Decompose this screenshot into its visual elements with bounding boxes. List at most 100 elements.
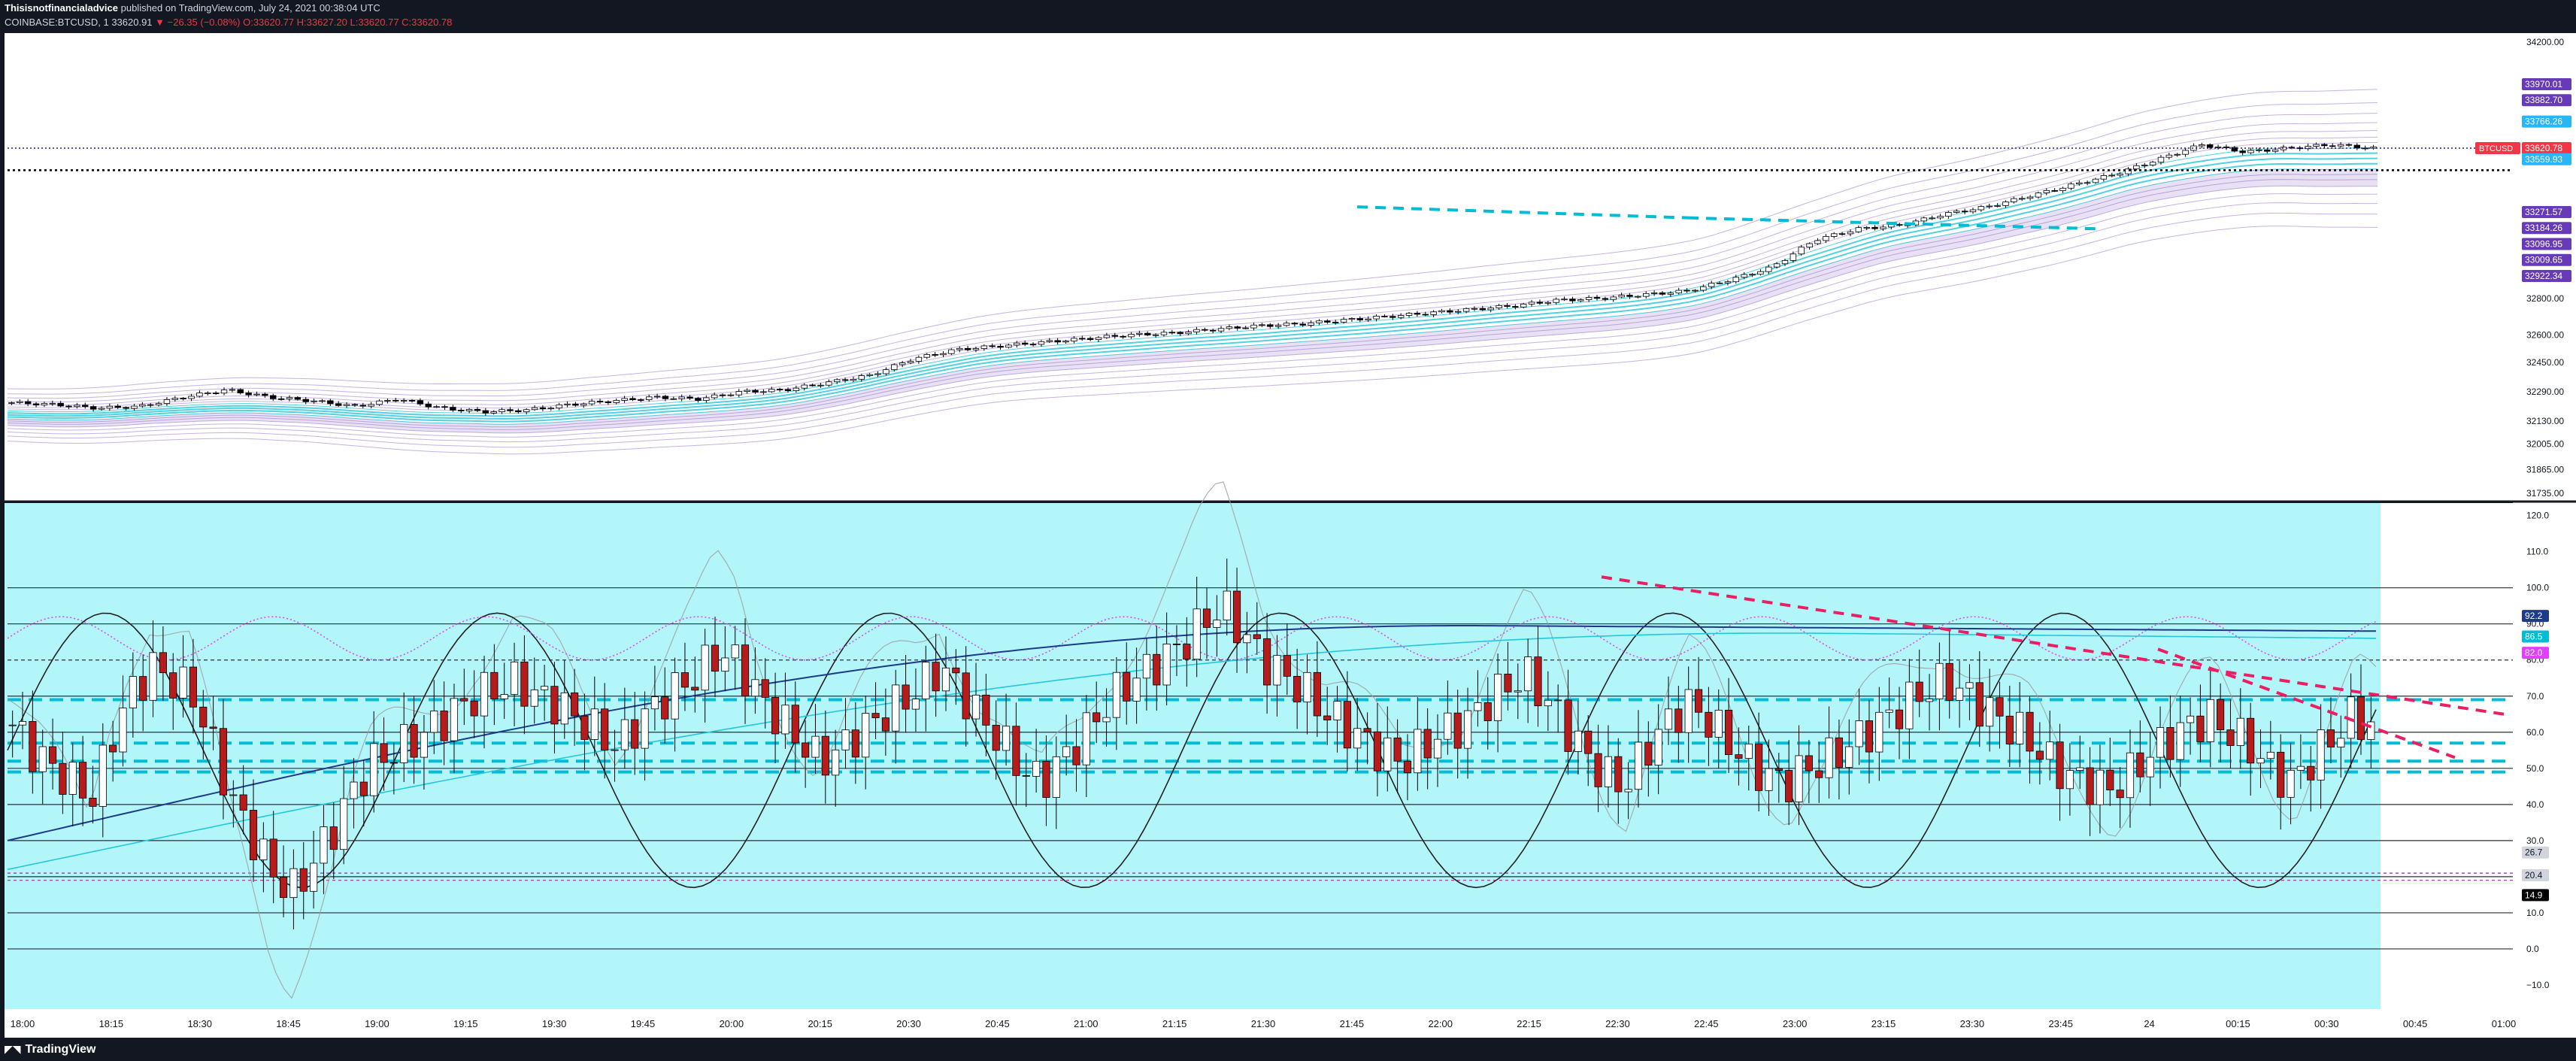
price-candle[interactable] bbox=[1324, 320, 1331, 323]
price-candle[interactable] bbox=[792, 387, 800, 391]
oscillator-candle[interactable] bbox=[641, 708, 649, 749]
price-candle[interactable] bbox=[270, 395, 277, 399]
oscillator-candle[interactable] bbox=[1504, 674, 1512, 693]
price-candle[interactable] bbox=[1929, 217, 1935, 220]
tradingview-logo[interactable]: ◤◥ TradingView bbox=[5, 1043, 96, 1056]
price-candle[interactable] bbox=[972, 348, 980, 350]
price-candle[interactable] bbox=[1226, 326, 1233, 329]
price-candle[interactable] bbox=[1888, 224, 1895, 228]
price-candle[interactable] bbox=[212, 393, 220, 395]
oscillator-candle[interactable] bbox=[380, 743, 388, 763]
price-candle[interactable] bbox=[850, 378, 857, 381]
oscillator-candle[interactable] bbox=[530, 689, 538, 707]
price-candle[interactable] bbox=[547, 408, 554, 410]
oscillator-candle[interactable] bbox=[139, 676, 147, 701]
price-candle[interactable] bbox=[2296, 147, 2303, 150]
price-candle[interactable] bbox=[727, 394, 735, 396]
price-pane[interactable] bbox=[5, 33, 2513, 501]
oscillator-candle[interactable] bbox=[560, 692, 568, 725]
oscillator-candle[interactable] bbox=[89, 797, 97, 807]
oscillator-candle[interactable] bbox=[771, 696, 780, 735]
price-candle[interactable] bbox=[1168, 332, 1176, 334]
price-candle[interactable] bbox=[8, 402, 15, 404]
price-candle[interactable] bbox=[1259, 324, 1265, 326]
oscillator-candle[interactable] bbox=[1162, 643, 1171, 686]
price-candle[interactable] bbox=[392, 399, 399, 402]
oscillator-candle[interactable] bbox=[2296, 765, 2305, 771]
oscillator-candle[interactable] bbox=[811, 735, 820, 758]
oscillator-candle[interactable] bbox=[982, 694, 990, 726]
price-candle[interactable] bbox=[1814, 240, 1821, 244]
price-candle[interactable] bbox=[1920, 217, 1927, 222]
oscillator-candle[interactable] bbox=[2106, 769, 2114, 791]
oscillator-candle[interactable] bbox=[1684, 689, 1693, 733]
oscillator-candle[interactable] bbox=[480, 671, 489, 717]
oscillator-candle[interactable] bbox=[1815, 770, 1823, 778]
price-candle[interactable] bbox=[1569, 299, 1576, 302]
oscillator-candle[interactable] bbox=[1584, 730, 1593, 754]
price-candle[interactable] bbox=[1120, 335, 1126, 338]
oscillator-candle[interactable] bbox=[2307, 765, 2315, 781]
price-candle[interactable] bbox=[1340, 319, 1347, 323]
oscillator-candle[interactable] bbox=[279, 876, 288, 899]
price-candle[interactable] bbox=[1675, 290, 1682, 294]
oscillator-candle[interactable] bbox=[1263, 638, 1271, 686]
oscillator-candle[interactable] bbox=[1604, 756, 1612, 787]
oscillator-candle[interactable] bbox=[1514, 690, 1522, 693]
price-candle[interactable] bbox=[1536, 302, 1544, 304]
oscillator-candle[interactable] bbox=[620, 719, 629, 750]
oscillator-candle[interactable] bbox=[2016, 711, 2024, 744]
price-candle[interactable] bbox=[474, 409, 481, 411]
oscillator-candle[interactable] bbox=[1865, 720, 1874, 753]
oscillator-candle[interactable] bbox=[2256, 758, 2265, 764]
price-candle[interactable] bbox=[465, 409, 473, 411]
price-candle[interactable] bbox=[1765, 266, 1772, 272]
price-candle[interactable] bbox=[858, 375, 865, 380]
price-candle[interactable] bbox=[89, 406, 97, 410]
price-candle[interactable] bbox=[1945, 212, 1952, 217]
oscillator-candle[interactable] bbox=[1956, 687, 1964, 701]
oscillator-candle[interactable] bbox=[1785, 770, 1793, 802]
oscillator-candle[interactable] bbox=[1333, 701, 1341, 720]
price-candle[interactable] bbox=[1798, 247, 1805, 255]
oscillator-candle[interactable] bbox=[400, 723, 408, 763]
oscillator-candle[interactable] bbox=[1524, 656, 1532, 692]
oscillator-candle[interactable] bbox=[832, 749, 840, 776]
oscillator-candle[interactable] bbox=[59, 762, 67, 795]
price-candle[interactable] bbox=[621, 398, 628, 401]
oscillator-candle[interactable] bbox=[38, 746, 47, 772]
oscillator-candle[interactable] bbox=[1303, 671, 1311, 703]
price-candle[interactable] bbox=[1986, 205, 1993, 208]
price-candle[interactable] bbox=[433, 406, 440, 408]
price-candle[interactable] bbox=[1880, 226, 1887, 229]
oscillator-candle[interactable] bbox=[2326, 729, 2335, 747]
price-candle[interactable] bbox=[980, 345, 988, 349]
oscillator-candle[interactable] bbox=[79, 762, 87, 799]
price-candle[interactable] bbox=[923, 354, 930, 358]
oscillator-candle[interactable] bbox=[2337, 738, 2345, 747]
oscillator-candle[interactable] bbox=[350, 781, 358, 799]
oscillator-candle[interactable] bbox=[2367, 721, 2375, 740]
oscillator-candle[interactable] bbox=[440, 711, 448, 741]
price-candle[interactable] bbox=[1708, 283, 1715, 287]
price-candle[interactable] bbox=[1111, 335, 1118, 337]
price-candle[interactable] bbox=[2353, 144, 2361, 149]
price-candle[interactable] bbox=[1397, 315, 1405, 318]
oscillator-candle[interactable] bbox=[249, 810, 258, 860]
oscillator-candle[interactable] bbox=[229, 794, 238, 796]
oscillator-candle[interactable] bbox=[691, 687, 699, 691]
oscillator-candle[interactable] bbox=[1975, 682, 1984, 727]
price-candle[interactable] bbox=[1700, 286, 1707, 291]
oscillator-candle[interactable] bbox=[1123, 671, 1131, 702]
price-candle[interactable] bbox=[1741, 274, 1747, 278]
oscillator-candle[interactable] bbox=[149, 652, 157, 701]
price-candle[interactable] bbox=[1610, 296, 1617, 300]
oscillator-candle[interactable] bbox=[1614, 756, 1623, 793]
oscillator-candle[interactable] bbox=[1986, 697, 1994, 727]
price-candle[interactable] bbox=[2231, 147, 2238, 152]
price-candle[interactable] bbox=[1667, 293, 1674, 295]
oscillator-candle[interactable] bbox=[1102, 717, 1111, 723]
price-candle[interactable] bbox=[490, 411, 497, 414]
price-candle[interactable] bbox=[2206, 144, 2214, 148]
oscillator-candle[interactable] bbox=[2187, 715, 2195, 723]
